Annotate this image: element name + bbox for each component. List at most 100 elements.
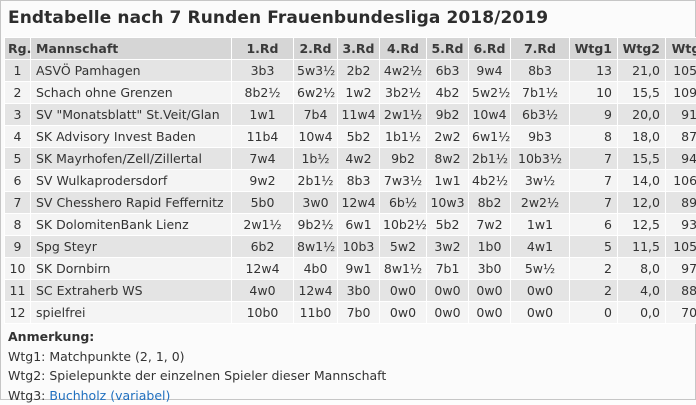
column-header-rd1: 1.Rd bbox=[232, 38, 294, 60]
cell-rd5: 0w0 bbox=[427, 280, 469, 302]
note-wtg3: Wtg3: Buchholz (variabel) bbox=[8, 386, 386, 405]
cell-rd4: 4w2½ bbox=[380, 60, 427, 82]
cell-rd6: 8b2 bbox=[469, 192, 511, 214]
cell-rd3: 2b2 bbox=[338, 60, 380, 82]
buchholz-link[interactable]: Buchholz (variabel) bbox=[49, 388, 170, 403]
cell-rank: 10 bbox=[5, 258, 31, 280]
cell-rank: 6 bbox=[5, 170, 31, 192]
cell-rd5: 4b2 bbox=[427, 82, 469, 104]
cell-rank: 12 bbox=[5, 302, 31, 324]
cell-wtg1: 2 bbox=[570, 258, 618, 280]
cell-rank: 8 bbox=[5, 214, 31, 236]
cell-wtg3: 105,0 bbox=[666, 60, 696, 82]
cell-rank: 11 bbox=[5, 280, 31, 302]
cell-rd6: 9w4 bbox=[469, 60, 511, 82]
cell-rd5: 0w0 bbox=[427, 302, 469, 324]
cell-wtg1: 0 bbox=[570, 302, 618, 324]
cell-rd2: 10w4 bbox=[294, 126, 338, 148]
cell-rd1: 11b4 bbox=[232, 126, 294, 148]
cell-rd6: 2b1½ bbox=[469, 148, 511, 170]
cell-rd1: 12w4 bbox=[232, 258, 294, 280]
cell-wtg1: 8 bbox=[570, 126, 618, 148]
cell-rd7: 0w0 bbox=[511, 302, 570, 324]
cell-rd6: 7w2 bbox=[469, 214, 511, 236]
cell-rd3: 5b2 bbox=[338, 126, 380, 148]
cell-wtg2: 21,0 bbox=[618, 60, 666, 82]
cell-rd5: 10w3 bbox=[427, 192, 469, 214]
column-header-rd2: 2.Rd bbox=[294, 38, 338, 60]
cell-rd2: 8w1½ bbox=[294, 236, 338, 258]
cell-rank: 9 bbox=[5, 236, 31, 258]
cell-rank: 7 bbox=[5, 192, 31, 214]
cell-rd6: 3b0 bbox=[469, 258, 511, 280]
cell-rd6: 5w2½ bbox=[469, 82, 511, 104]
cell-rd1: 2w1½ bbox=[232, 214, 294, 236]
cell-wtg2: 4,0 bbox=[618, 280, 666, 302]
note-wtg1: Wtg1: Matchpunkte (2, 1, 0) bbox=[8, 347, 386, 367]
cell-wtg3: 87,5 bbox=[666, 126, 696, 148]
column-header-wtg2: Wtg2 bbox=[618, 38, 666, 60]
cell-rd7: 10b3½ bbox=[511, 148, 570, 170]
cell-rd2: 11b0 bbox=[294, 302, 338, 324]
cell-rd1: 8b2½ bbox=[232, 82, 294, 104]
cell-rd1: 3b3 bbox=[232, 60, 294, 82]
cell-rd1: 6b2 bbox=[232, 236, 294, 258]
cell-wtg2: 18,0 bbox=[618, 126, 666, 148]
cell-rd4: 0w0 bbox=[380, 302, 427, 324]
cell-wtg3: 70,0 bbox=[666, 302, 696, 324]
cell-wtg2: 12,5 bbox=[618, 214, 666, 236]
cell-rank: 4 bbox=[5, 126, 31, 148]
cell-rd2: 1b½ bbox=[294, 148, 338, 170]
cell-rd7: 1w1 bbox=[511, 214, 570, 236]
cell-wtg3: 89,5 bbox=[666, 192, 696, 214]
note-wtg3-prefix: Wtg3: bbox=[8, 388, 49, 403]
cell-rd1: 9w2 bbox=[232, 170, 294, 192]
cell-rd5: 8w2 bbox=[427, 148, 469, 170]
cell-rd3: 7b0 bbox=[338, 302, 380, 324]
cell-team: SK Mayrhofen/Zell/Zillertal bbox=[31, 148, 232, 170]
cell-team: SV Chesshero Rapid Feffernitz bbox=[31, 192, 232, 214]
cell-wtg1: 10 bbox=[570, 82, 618, 104]
cell-wtg3: 91,0 bbox=[666, 104, 696, 126]
cell-rank: 2 bbox=[5, 82, 31, 104]
column-header-team: Mannschaft bbox=[31, 38, 232, 60]
cell-rd6: 0w0 bbox=[469, 280, 511, 302]
cell-wtg3: 88,0 bbox=[666, 280, 696, 302]
cell-rd2: 4b0 bbox=[294, 258, 338, 280]
cell-rd4: 7w3½ bbox=[380, 170, 427, 192]
cell-team: SK DolomitenBank Lienz bbox=[31, 214, 232, 236]
cell-rd2: 2b1½ bbox=[294, 170, 338, 192]
column-header-rd5: 5.Rd bbox=[427, 38, 469, 60]
cell-rd7: 2w2½ bbox=[511, 192, 570, 214]
cell-rd3: 1w2 bbox=[338, 82, 380, 104]
cell-rd6: 4b2½ bbox=[469, 170, 511, 192]
column-header-rd4: 4.Rd bbox=[380, 38, 427, 60]
cell-wtg1: 2 bbox=[570, 280, 618, 302]
cell-rd3: 8b3 bbox=[338, 170, 380, 192]
cell-rd6: 0w0 bbox=[469, 302, 511, 324]
cell-rd3: 12w4 bbox=[338, 192, 380, 214]
cell-wtg3: 97,5 bbox=[666, 258, 696, 280]
column-header-rank: Rg. bbox=[5, 38, 31, 60]
cell-wtg3: 106,5 bbox=[666, 170, 696, 192]
cell-wtg1: 9 bbox=[570, 104, 618, 126]
cell-rd2: 9b2½ bbox=[294, 214, 338, 236]
cell-wtg1: 7 bbox=[570, 170, 618, 192]
cell-rd4: 10b2½ bbox=[380, 214, 427, 236]
cell-wtg1: 5 bbox=[570, 236, 618, 258]
cell-rd5: 7b1 bbox=[427, 258, 469, 280]
notes-heading: Anmerkung: bbox=[8, 327, 386, 347]
cell-rd2: 5w3½ bbox=[294, 60, 338, 82]
cell-wtg1: 7 bbox=[570, 192, 618, 214]
cell-rd1: 10b0 bbox=[232, 302, 294, 324]
cell-rd6: 10w4 bbox=[469, 104, 511, 126]
cell-rd4: 1b1½ bbox=[380, 126, 427, 148]
cell-rd4: 0w0 bbox=[380, 280, 427, 302]
